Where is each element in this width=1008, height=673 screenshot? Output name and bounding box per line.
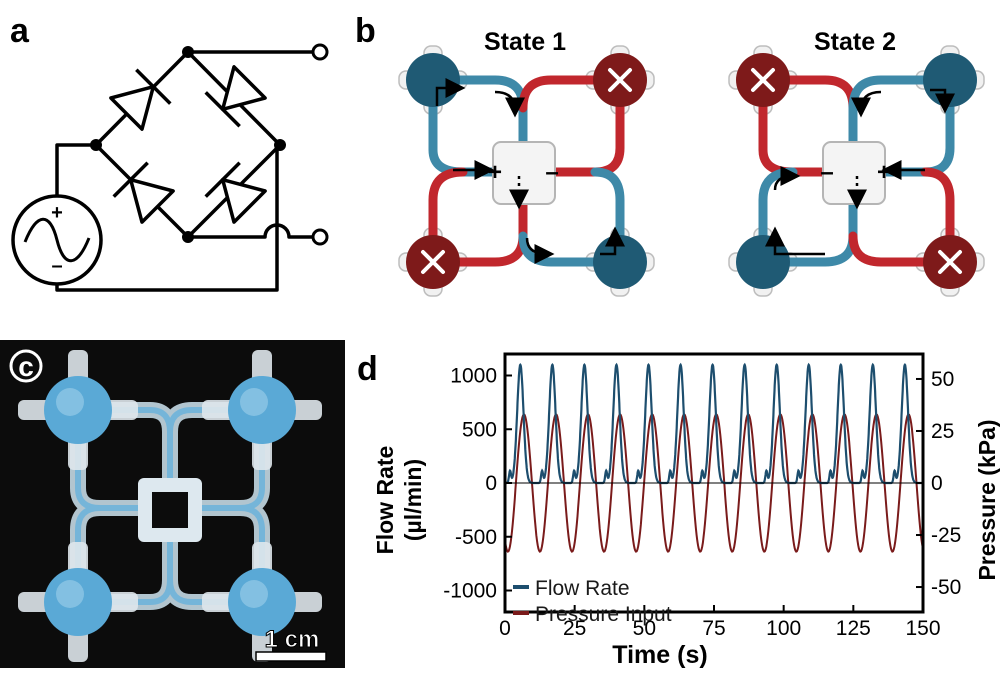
wire-left-upper bbox=[55, 143, 96, 197]
valve-open-bl-state2 bbox=[736, 235, 790, 289]
y-left-tick-label-500: 500 bbox=[462, 418, 497, 441]
y-left-tick-label-0: 0 bbox=[485, 472, 497, 495]
state-diagrams: State 1 bbox=[398, 28, 985, 297]
y-right-tick-label-50: 50 bbox=[931, 368, 954, 391]
scale-bar-label: 1 cm bbox=[265, 626, 320, 653]
y-axis-left-label-line1: Flow Rate bbox=[372, 446, 398, 555]
valve-open-tl-state1 bbox=[406, 53, 460, 107]
wire-return bbox=[55, 145, 279, 292]
diode-lower-left bbox=[112, 161, 175, 224]
legend-flow-rate: Flow Rate bbox=[535, 577, 630, 600]
chart-series-group bbox=[504, 362, 924, 553]
state1-plus: + bbox=[488, 159, 502, 186]
output-terminal-bottom bbox=[311, 228, 329, 246]
state-2-title: State 2 bbox=[814, 28, 896, 56]
y-left-tick-label-1000: 1000 bbox=[450, 365, 497, 388]
ac-plus-sign: + bbox=[51, 202, 63, 224]
valve-open-br-state1 bbox=[593, 235, 647, 289]
valve-open-tr-state2 bbox=[923, 53, 977, 107]
scale-bar bbox=[255, 651, 327, 662]
diode-lower-right bbox=[204, 161, 267, 224]
junction-left bbox=[90, 139, 102, 151]
panel-label-a: a bbox=[10, 12, 29, 50]
y-right-tick-label--25: -25 bbox=[931, 524, 961, 547]
diamond-bridge bbox=[94, 50, 282, 239]
device-photo: c 1 cm bbox=[0, 340, 345, 668]
panel-label-b: b bbox=[355, 12, 376, 50]
x-axis-label: Time (s) bbox=[612, 641, 707, 668]
junction-right bbox=[274, 139, 286, 151]
chart-legend: Flow Rate Pressure Input bbox=[513, 577, 672, 626]
x-tick-label-100: 100 bbox=[766, 617, 801, 640]
panel-b-states: b State 1 bbox=[345, 0, 1008, 330]
chart-axes-group: 0 25 50 75 100 125 150 1000 500 0 -500 -1000 50 25 0 -2… bbox=[443, 365, 961, 641]
junction-bottom bbox=[182, 231, 194, 243]
x-tick-label-25: 25 bbox=[563, 617, 586, 640]
panel-c-photo: c 1 cm bbox=[0, 340, 345, 668]
state-1-title: State 1 bbox=[484, 28, 566, 56]
panel-label-c: c bbox=[18, 351, 34, 382]
y-axis-right-label: Pressure (kPa) bbox=[974, 419, 1000, 580]
diode-upper-left bbox=[109, 68, 172, 131]
panel-label-d: d bbox=[357, 350, 378, 388]
y-left-tick-label--500: -500 bbox=[455, 526, 497, 549]
y-left-tick-label--1000: -1000 bbox=[443, 580, 497, 603]
panel-d-chart: d 0 25 50 75 100 125 150 1000 500 0 -500 -1000 50 25 0… bbox=[345, 340, 1008, 669]
x-tick-label-75: 75 bbox=[702, 617, 725, 640]
x-tick-label-150: 150 bbox=[905, 617, 940, 640]
x-tick-label-125: 125 bbox=[836, 617, 871, 640]
panel-a-circuit: a bbox=[0, 0, 345, 320]
legend-pressure-input: Pressure Input bbox=[535, 603, 672, 626]
series-pressure-input bbox=[504, 413, 924, 553]
x-tick-label-0: 0 bbox=[499, 617, 511, 640]
state1-minus: – bbox=[545, 159, 558, 186]
state-1-diagram: State 1 bbox=[398, 28, 655, 297]
state-2-diagram: State 2 bbox=[728, 28, 985, 297]
output-terminal-top bbox=[311, 43, 329, 61]
flow-pressure-chart: 0 25 50 75 100 125 150 1000 500 0 -500 -1000 50 25 0 -2… bbox=[372, 352, 1000, 669]
state2-minus: – bbox=[820, 159, 833, 186]
x-tick-label-50: 50 bbox=[633, 617, 656, 640]
ac-source: + – bbox=[11, 194, 103, 286]
diode-upper-right bbox=[204, 65, 267, 128]
y-right-tick-label-0: 0 bbox=[931, 472, 943, 495]
wire-bottom bbox=[188, 223, 312, 239]
y-right-tick-label-25: 25 bbox=[931, 420, 954, 443]
y-axis-left-label-line2: (µl/min) bbox=[400, 459, 426, 541]
bridge-rectifier-diagram: + – bbox=[11, 43, 329, 292]
state2-plus: + bbox=[877, 159, 891, 186]
y-right-tick-label--50: -50 bbox=[931, 576, 961, 599]
junction-top bbox=[182, 46, 194, 58]
ac-minus-sign: – bbox=[51, 255, 62, 277]
